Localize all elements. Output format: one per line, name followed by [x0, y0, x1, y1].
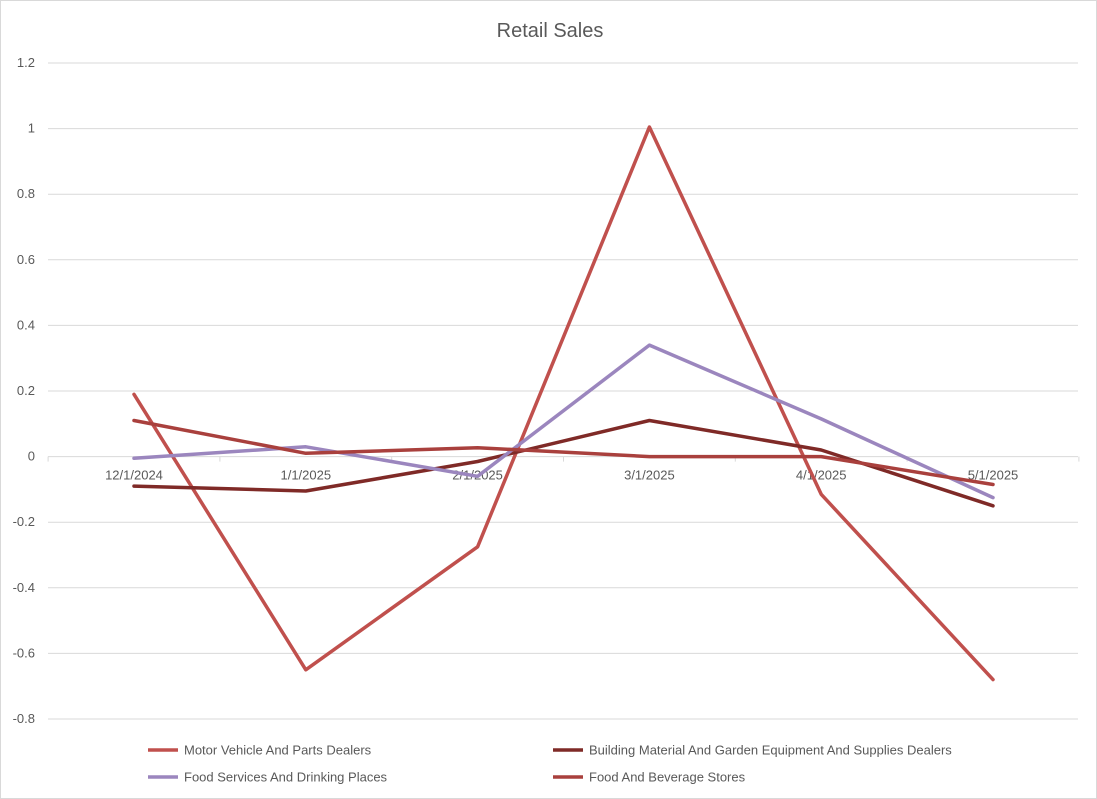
series-line — [132, 125, 995, 682]
y-tick-label: -0.4 — [13, 580, 35, 595]
y-tick-label: 0 — [28, 449, 35, 464]
x-tick-label: 4/1/2025 — [796, 468, 847, 483]
legend-item: Food And Beverage Stores — [553, 770, 746, 785]
chart-title: Retail Sales — [497, 20, 604, 42]
x-tick-label: 3/1/2025 — [624, 468, 675, 483]
x-axis-tick-labels: 12/1/2024 1/1/2025 2/1/2025 3/1/2025 4/1/202… — [47, 456, 1080, 483]
legend-item: Motor Vehicle And Parts Dealers — [148, 743, 372, 758]
series-line — [132, 343, 995, 500]
legend-label: Food And Beverage Stores — [589, 770, 746, 785]
grid-lines — [48, 62, 1078, 720]
y-tick-label: 0.6 — [17, 252, 35, 267]
series-group — [132, 125, 995, 682]
legend-item: Building Material And Garden Equipment A… — [553, 743, 952, 758]
series-line — [132, 418, 995, 508]
series-line — [132, 418, 995, 487]
series-group — [132, 418, 995, 487]
y-tick-label: 1 — [28, 121, 35, 136]
y-axis-tick-labels: 1.2 1 0.8 0.6 0.4 0.2 0 -0.2 -0.4 -0.6 -0.8 — [13, 55, 35, 726]
x-tick-label: 12/1/2024 — [105, 468, 163, 483]
y-tick-label: 0.4 — [17, 317, 35, 332]
legend: Motor Vehicle And Parts Dealers Building … — [148, 743, 952, 785]
series-group — [132, 418, 995, 508]
y-tick-label: -0.8 — [13, 711, 35, 726]
series-lines — [132, 125, 995, 682]
x-tick-label: 5/1/2025 — [968, 468, 1019, 483]
legend-label: Building Material And Garden Equipment A… — [589, 743, 952, 758]
y-tick-label: -0.6 — [13, 645, 35, 660]
y-tick-label: 1.2 — [17, 55, 35, 70]
y-tick-label: 0.2 — [17, 383, 35, 398]
legend-label: Motor Vehicle And Parts Dealers — [184, 743, 372, 758]
y-tick-label: 0.8 — [17, 186, 35, 201]
y-tick-label: -0.2 — [13, 514, 35, 529]
legend-label: Food Services And Drinking Places — [184, 770, 388, 785]
series-group — [132, 343, 995, 500]
x-tick-label: 1/1/2025 — [280, 468, 331, 483]
legend-item: Food Services And Drinking Places — [148, 770, 388, 785]
